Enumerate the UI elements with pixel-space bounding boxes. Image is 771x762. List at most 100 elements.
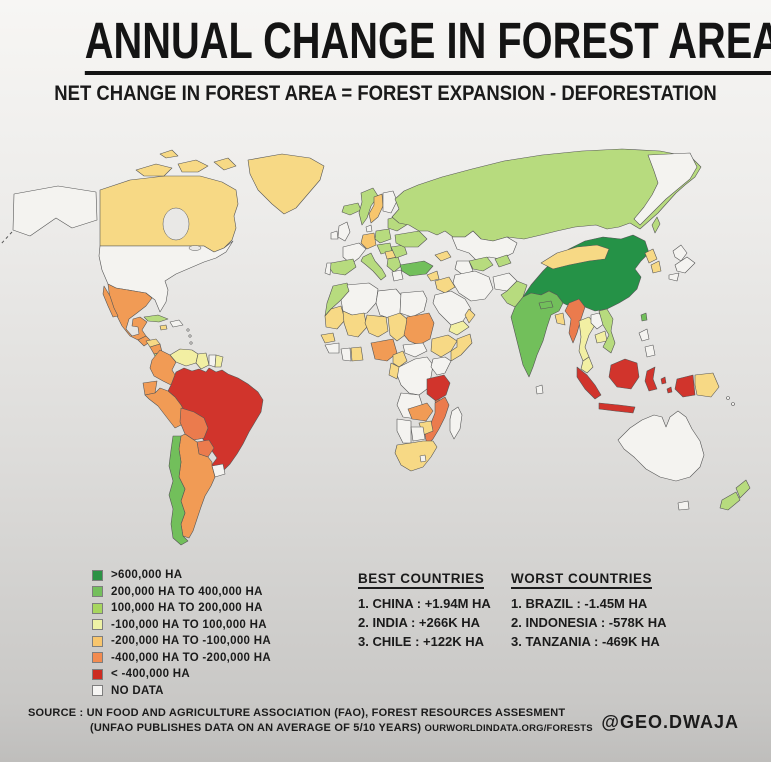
legend-row: < -400,000 HA <box>92 668 271 680</box>
legend-row: 200,000 HA TO 400,000 HA <box>92 586 271 598</box>
country-caucasus <box>434 250 452 262</box>
legend-label: -100,000 HA TO 100,000 HA <box>111 618 267 631</box>
page-title: ANNUAL CHANGE IN FOREST AREA <box>84 14 771 75</box>
country-cambodia <box>594 330 608 344</box>
country-yemen <box>448 320 470 336</box>
country-madagascar <box>449 406 463 440</box>
legend-label: -400,000 HA TO -200,000 HA <box>111 651 271 664</box>
legend-swatch <box>92 652 103 663</box>
legend-row: -100,000 HA TO 100,000 HA <box>92 619 271 631</box>
country-myanmar <box>564 298 586 344</box>
country-india <box>510 290 564 378</box>
legend-row: >600,000 HA <box>92 569 271 581</box>
country-botswana <box>410 426 426 442</box>
country-lesotho <box>419 454 427 463</box>
legend-label: 200,000 HA TO 400,000 HA <box>111 585 263 598</box>
country-greece <box>391 269 404 282</box>
map-legend: >600,000 HA 200,000 HA TO 400,000 HA 100… <box>92 569 271 701</box>
country-bangladesh <box>554 312 566 326</box>
country-ireland <box>330 230 339 240</box>
country-somalia <box>450 333 473 362</box>
country-zambia <box>407 402 434 422</box>
country-kazakhstan <box>451 230 518 262</box>
list-item: 1. BRAZIL : -1.45M HA <box>511 596 648 611</box>
country-laos <box>590 312 606 330</box>
country-norway <box>358 187 379 226</box>
country-niger <box>364 314 389 338</box>
country-japan <box>668 244 696 282</box>
aleutian-islands <box>0 231 13 245</box>
country-namibia <box>396 418 412 444</box>
legend-label: < -400,000 HA <box>111 668 191 680</box>
source-url: OURWORLDINDATA.ORG/FORESTS <box>424 723 593 734</box>
country-alaska <box>12 185 98 237</box>
country-indonesia-moluccas <box>660 376 673 394</box>
country-senegal <box>320 332 336 344</box>
country-kyrgyzstan-tajikistan <box>494 254 512 268</box>
country-mexico-baja <box>102 285 119 318</box>
country-iceland <box>341 202 362 216</box>
country-balkans <box>386 256 402 273</box>
country-france <box>342 242 367 265</box>
country-cameroon <box>392 350 408 368</box>
legend-swatch <box>92 569 103 581</box>
country-french-guiana <box>214 354 224 368</box>
author-credit: @GEO.DWAJA <box>601 712 739 732</box>
country-sakhalin <box>651 216 661 234</box>
legend-swatch <box>92 668 103 680</box>
country-arctic-island <box>135 163 173 177</box>
list-item: 3. CHILE : +122K HA <box>358 634 485 649</box>
country-mongolia <box>540 244 610 270</box>
best-countries-list: BEST COUNTRIES 1. CHINA : +1.94M HA 2. I… <box>358 570 491 651</box>
country-italy <box>360 252 387 281</box>
hudson-bay <box>162 207 190 241</box>
country-denmark <box>365 224 373 233</box>
country-sudan <box>403 312 435 346</box>
country-nepal <box>538 300 554 310</box>
country-ukraine <box>394 230 428 248</box>
list-item: 2. INDONESIA : -578K HA <box>511 615 667 630</box>
pacific-islands <box>726 396 735 406</box>
list-item: 3. TANZANIA : -469K HA <box>511 634 660 649</box>
country-russia <box>391 148 702 242</box>
country-tanzania <box>426 374 451 402</box>
country-central-african-republic <box>402 342 428 358</box>
country-russia-far-east <box>633 152 698 226</box>
legend-row: 100,000 HA TO 200,000 HA <box>92 602 271 614</box>
country-egypt <box>399 290 428 318</box>
country-arctic-island <box>213 157 237 171</box>
country-arctic-island <box>159 149 179 159</box>
country-australia <box>617 410 705 482</box>
legend-row: -400,000 HA TO -200,000 HA <box>92 652 271 664</box>
country-indonesia-sumatra <box>576 366 602 400</box>
country-chad <box>387 312 408 342</box>
country-finland <box>382 190 398 214</box>
worst-countries-heading: WORST COUNTRIES <box>511 571 652 589</box>
legend-row: NO DATA <box>92 685 271 697</box>
country-ghana <box>350 346 364 362</box>
country-borneo <box>608 358 640 390</box>
country-malaysia-peninsula <box>580 356 594 374</box>
source-line-2: (UNFAO PUBLISHES DATA ON AN AVERAGE OF 5… <box>28 722 593 734</box>
country-syria <box>426 270 440 282</box>
source-attribution: SOURCE : UN FOOD AND AGRICULTURE ASSOCIA… <box>28 707 593 734</box>
country-iraq <box>434 276 456 294</box>
country-bolivia <box>179 407 209 441</box>
country-greenland <box>247 153 325 215</box>
header: ANNUAL CHANGE IN FOREST AREA NET CHANGE … <box>0 14 771 106</box>
legend-label: NO DATA <box>111 684 164 697</box>
legend-label: 100,000 HA TO 200,000 HA <box>111 602 263 614</box>
country-cuba <box>143 314 169 323</box>
country-guyana <box>195 352 210 370</box>
country-jamaica <box>159 324 168 331</box>
best-countries-heading: BEST COUNTRIES <box>358 571 485 589</box>
country-indonesia-sulawesi <box>644 366 658 392</box>
country-ivory-coast <box>340 347 352 362</box>
country-south-korea <box>650 260 662 274</box>
country-gabon-congo <box>388 362 400 380</box>
legend-swatch <box>92 619 103 630</box>
country-portugal <box>324 262 332 276</box>
legend-label: >600,000 HA <box>111 569 183 581</box>
country-nigeria <box>370 338 398 362</box>
